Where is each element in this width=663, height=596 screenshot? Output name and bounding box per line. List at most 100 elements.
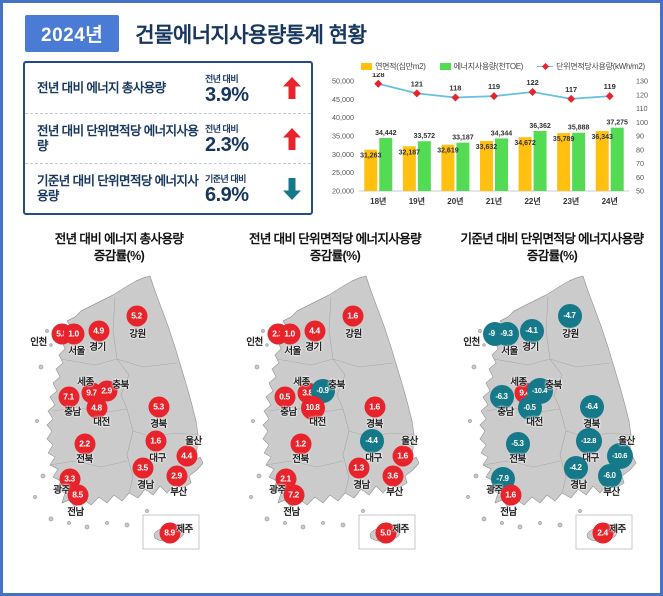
region-bubble-경북: 5.3 (148, 396, 169, 418)
axis-tick-label: 40,000 (332, 113, 354, 122)
floor-area-bar-label: 32,187 (399, 149, 421, 156)
energy-trend-chart: 연면적(십만m2) 에너지사용량(천TOE) 단위면적당사용량(kWh/m2) … (313, 59, 660, 225)
region-bubble-제주: 2.4 (592, 522, 613, 544)
region-label-인천: 인천 (463, 336, 480, 348)
region-bubble-전남: 1.6 (500, 484, 521, 506)
region-label-부산: 부산 (603, 486, 620, 498)
region-label-대구: 대구 (582, 452, 599, 464)
line-marker-swatch-icon (537, 62, 554, 70)
chart-legend: 연면적(십만m2) 에너지사용량(천TOE) 단위면적당사용량(kWh/m2) (343, 59, 660, 73)
energy-use-bar (379, 138, 393, 191)
header: 2024년 건물에너지사용량통계 현황 (25, 15, 367, 52)
floor-area-bar (402, 146, 416, 191)
region-bubble-제주: 8.9 (159, 522, 180, 544)
x-axis-category-label: 23년 (563, 196, 579, 206)
region-label-광주: 광주 (269, 484, 286, 496)
summary-label: 전년 대비 단위면적당 에너지사용량 (37, 124, 199, 153)
region-bubble-충북: 2.9 (96, 380, 117, 402)
line-point-label: 118 (449, 84, 461, 93)
region-bubble-울산: 4.4 (176, 445, 197, 467)
region-label-세종: 세종 (77, 376, 94, 388)
region-label-제주: 제주 (176, 523, 193, 535)
energy-use-bar (533, 131, 547, 191)
region-label-부산: 부산 (170, 486, 187, 498)
line-point-label: 119 (488, 82, 500, 91)
floor-area-bar (518, 137, 532, 191)
energy-use-bar-label: 37,275 (607, 120, 629, 127)
region-bubble-광주: 2.1 (275, 468, 296, 490)
region-label-전북: 전북 (76, 453, 93, 465)
floor-area-bar-label: 36,343 (592, 134, 614, 141)
legend-item-energy-use: 에너지사용량(천TOE) (439, 61, 524, 72)
region-label-부산: 부산 (386, 486, 403, 498)
region-label-경남: 경남 (137, 479, 154, 491)
region-bubble-충남: -6.3 (489, 384, 514, 409)
line-point-marker (567, 94, 576, 103)
line-point-label: 119 (604, 82, 616, 91)
region-bubble-경북: -6.4 (579, 394, 604, 419)
region-label-경기: 경기 (305, 341, 322, 353)
region-bubble-부산: 3.6 (382, 465, 403, 487)
region-bubble-제주: 5.0 (375, 522, 396, 544)
map-title: 기준년 대비 단위면적당 에너지사용량 증감률(%) (460, 232, 644, 263)
region-label-제주: 제주 (609, 523, 626, 535)
region-label-강원: 강원 (562, 328, 579, 340)
floor-area-bar-label: 34,672 (514, 140, 536, 147)
energy-use-bar (495, 138, 508, 191)
summary-value: 3.9% (205, 83, 249, 106)
region-label-서울: 서울 (284, 345, 301, 357)
region-bubble-경기: 4.9 (88, 320, 109, 342)
region-bubble-전남: 8.5 (67, 484, 88, 506)
region-label-경남: 경남 (353, 479, 370, 491)
region-bubble-경남: 3.5 (132, 457, 153, 479)
x-axis-category-label: 20년 (447, 196, 463, 206)
legend-label: 에너지사용량(천TOE) (453, 61, 524, 71)
region-label-대구: 대구 (149, 452, 166, 464)
region-bubble-전남: 7.2 (283, 484, 304, 506)
region-label-충남: 충남 (280, 406, 297, 418)
region-bubble-대전: 4.8 (86, 397, 107, 419)
floor-area-bar-label: 33,632 (476, 144, 498, 151)
summary-label: 기준년 대비 단위면적당 에너지사용량 (37, 174, 199, 203)
region-bubble-대전: 10.8 (300, 395, 325, 420)
region-label-제주: 제주 (392, 523, 409, 535)
line-point-label: 121 (411, 79, 424, 88)
region-label-서울: 서울 (501, 345, 518, 357)
floor-area-bar-label: 35,789 (553, 136, 575, 143)
floor-area-bar (441, 144, 455, 191)
year-badge: 2024년 (25, 15, 120, 52)
korea-map-total-energy: 5.8 인천 1.0 서울 4.9 경기 5.2 강원 9.7 세종 2.9 충북 7.1 충남 4.8 대전… (17, 271, 222, 571)
summary-label: 전년 대비 에너지 총사용량 (37, 80, 166, 95)
legend-item-unit-use: 단위면적당사용량(kWh/m2) (537, 61, 645, 72)
region-bubble-강원: 1.6 (342, 305, 363, 327)
region-label-전북: 전북 (292, 453, 309, 465)
region-bubble-서울: 1.0 (63, 323, 84, 345)
region-bubble-대구: -4.4 (359, 428, 384, 453)
legend-item-floor-area: 연면적(십만m2) (361, 61, 426, 72)
energy-use-bar-label: 33,572 (414, 133, 436, 140)
axis-tick-label: 110 (636, 104, 647, 113)
region-label-대전: 대전 (93, 416, 110, 428)
axis-tick-label: 30,000 (332, 150, 354, 159)
region-label-서울: 서울 (68, 345, 85, 357)
axis-tick-label: 80 (636, 145, 644, 154)
energy-use-bar-label: 35,888 (568, 125, 590, 132)
axis-tick-label: 60 (636, 173, 644, 182)
axis-tick-label: 70 (636, 159, 644, 168)
region-bubble-전북: -5.3 (505, 431, 530, 456)
line-point-label: 128 (372, 73, 385, 79)
region-label-경남: 경남 (570, 479, 587, 491)
summary-value: 6.9% (205, 184, 249, 206)
summary-row-unit-area-baseyear: 기준년 대비 단위면적당 에너지사용량 기준년 대비 6.9% (25, 163, 311, 213)
region-bubble-경기: -4.1 (519, 318, 544, 343)
region-label-강원: 강원 (345, 328, 362, 340)
floor-area-bar-label: 31,263 (360, 153, 382, 160)
energy-use-bar (610, 127, 624, 191)
energy-use-bar-label: 33,187 (452, 135, 474, 142)
summary-row-unit-area-yoy: 전년 대비 단위면적당 에너지사용량 전년 대비 2.3% (25, 113, 311, 163)
floor-area-bar (557, 133, 571, 191)
region-bubble-광주: 3.3 (59, 468, 80, 490)
axis-tick-label: 25,000 (332, 168, 354, 177)
